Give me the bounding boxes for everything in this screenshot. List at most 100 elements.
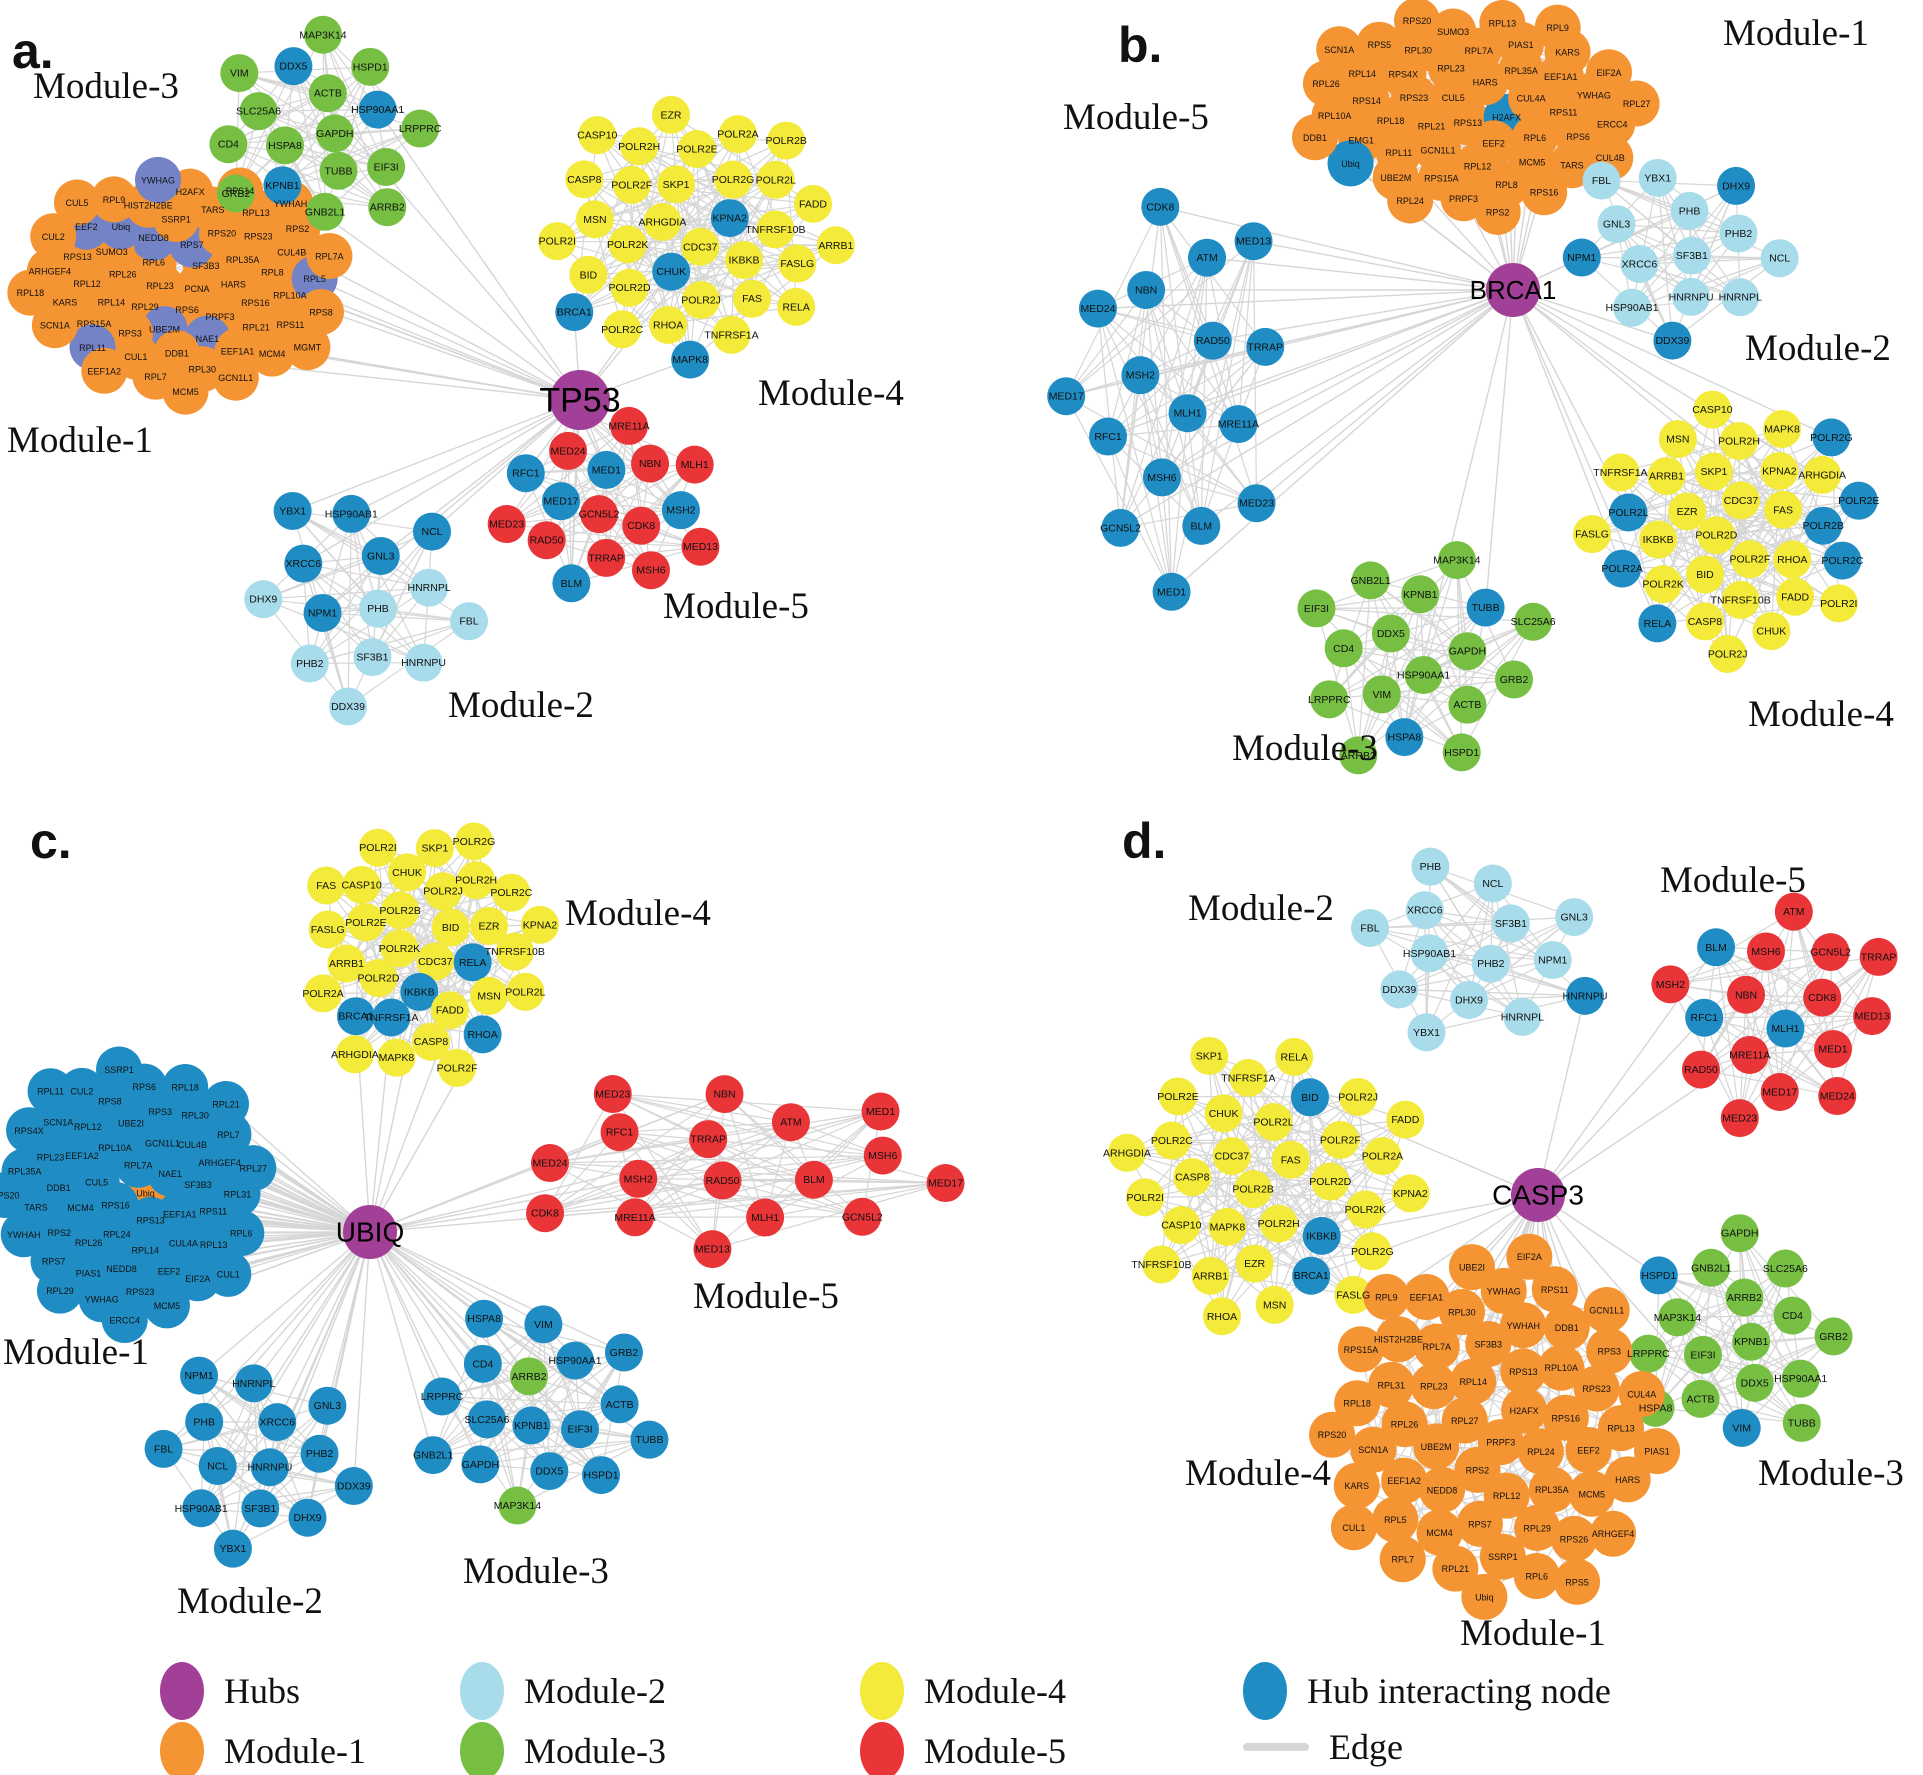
node-label: ARHGDIA [1798, 469, 1846, 481]
node-label: EZR [1677, 506, 1698, 518]
node-FADD [794, 184, 833, 223]
nodes-a [7, 15, 855, 726]
hub-label: CASP3 [1492, 1180, 1584, 1211]
node-label: RPL6 [1524, 133, 1547, 143]
edge [619, 1131, 766, 1219]
node-HSP90AA1 [358, 90, 397, 129]
node-label: ARHGDIA [1103, 1147, 1151, 1159]
edge [322, 34, 387, 168]
node-label: SLC25A6 [1763, 1263, 1808, 1275]
node-MLH1 [746, 1198, 785, 1237]
node-label: EIF2A [185, 1274, 210, 1284]
node-label: RAD50 [706, 1175, 740, 1187]
edge [1727, 500, 1742, 654]
node-label: CUL1 [1342, 1523, 1365, 1533]
node-label: RPS3 [118, 329, 142, 339]
node-CHUK [1204, 1094, 1243, 1133]
node-label: UBE2I [1459, 1263, 1485, 1273]
node-RPL5 [1372, 1496, 1419, 1543]
edge [1740, 470, 1780, 601]
node-NCL [1760, 239, 1799, 278]
node-EIF2A [1585, 49, 1632, 96]
node-label: BLM [1191, 520, 1213, 532]
node-label: SSRP1 [104, 1065, 134, 1075]
node-RPS3 [1586, 1327, 1633, 1374]
node-label: GNB2L1 [1350, 575, 1390, 587]
node-MAP3K14 [1437, 541, 1476, 580]
edge [542, 1324, 602, 1476]
node-label: CD4 [1333, 643, 1354, 655]
node-label: CUL4B [277, 248, 306, 258]
node-EIF3I [561, 1410, 600, 1449]
node-TRRAP [1859, 937, 1898, 976]
node-label: HSP90AA1 [351, 104, 404, 116]
node-RPL7A [306, 232, 353, 279]
node-label: H2AFX [1492, 113, 1521, 123]
node-RPL18 [1334, 1380, 1381, 1427]
node-label: ACTB [606, 1399, 634, 1411]
node-label: CDC37 [683, 241, 718, 253]
node-label: SKP1 [1196, 1050, 1223, 1062]
edge [631, 184, 669, 326]
node-label: RPS11 [199, 1206, 227, 1216]
node-EIF2A [1506, 1233, 1553, 1280]
node-label: RPS5 [1565, 1577, 1589, 1587]
node-label: MAP3K14 [1433, 555, 1480, 567]
node-LRPPRC [1310, 680, 1349, 719]
node-POLR2K [1346, 1190, 1385, 1229]
hub-edge [1253, 240, 1514, 291]
node-label: POLR2L [756, 174, 796, 186]
edge [361, 884, 490, 927]
edge [1754, 1268, 1786, 1384]
node-RPS15A [1337, 1326, 1384, 1373]
node-CD4 [1773, 1296, 1812, 1335]
node-POLR2L [1254, 1102, 1293, 1141]
node-label: HSP90AB1 [1403, 948, 1456, 960]
node-label: RPS2 [286, 224, 310, 234]
node-MED23 [487, 505, 526, 544]
node-RELA [1275, 1037, 1314, 1076]
node-NPM1 [1533, 941, 1572, 980]
node-HSP90AA1 [1404, 655, 1443, 694]
node-CUL1 [205, 1250, 252, 1297]
edge [1159, 206, 1214, 341]
node-label: MGMT [294, 343, 322, 353]
node-MED24 [1078, 289, 1117, 328]
node-Ubiq [1327, 140, 1374, 187]
node-MCM5 [1568, 1470, 1615, 1517]
edge [1369, 916, 1575, 929]
node-label: TNFRSF1A [364, 1012, 418, 1024]
node-label: ARHGEF4 [29, 267, 72, 277]
node-label: ATM [1196, 252, 1217, 264]
edge [163, 1448, 320, 1455]
node-RPL13 [1598, 1405, 1644, 1452]
hub-edge [326, 1231, 371, 1406]
node-CDC37 [1212, 1137, 1251, 1176]
node-POLR2G [714, 160, 753, 199]
node-DDX39 [1653, 321, 1692, 360]
node-POLR2B [381, 891, 420, 930]
node-HNRNPL [410, 568, 449, 607]
edge [1097, 307, 1266, 348]
node-label: RPS13 [1509, 1367, 1538, 1377]
node-label: RFC1 [606, 1127, 634, 1139]
node-RPL24 [1517, 1428, 1564, 1475]
node-label: RPL21 [1418, 121, 1446, 131]
node-label: RPL27 [1623, 99, 1651, 109]
node-label: ATM [1783, 906, 1804, 918]
node-LRPPRC [401, 109, 440, 148]
node-label: RPL29 [131, 302, 159, 312]
edge [292, 510, 430, 589]
edge [350, 513, 425, 663]
edge [1119, 375, 1141, 529]
node-label: TRRAP [1861, 951, 1897, 963]
hub-edge [1171, 289, 1514, 593]
node-label: PHB2 [1477, 958, 1505, 970]
node-label: ARRB2 [1727, 1292, 1762, 1304]
node-label: RPS3 [1597, 1346, 1621, 1356]
node-label: RPL14 [131, 1246, 159, 1256]
node-label: POLR2D [609, 282, 651, 294]
node-label: RPS14 [1352, 96, 1381, 106]
node-label: SCN1A [43, 1118, 73, 1128]
node-label: CDK8 [531, 1208, 559, 1220]
